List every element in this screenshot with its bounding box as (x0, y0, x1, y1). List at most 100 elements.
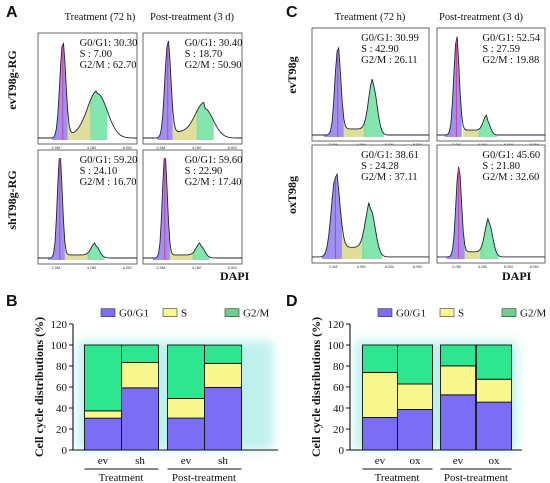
panel-b-letter: B (6, 293, 18, 310)
panel-a-s-phase-area (67, 97, 92, 140)
panel-d-y-tick-label: 100 (328, 340, 345, 352)
panel-d-x-tick-label: ox (489, 455, 501, 467)
panel-c-x-tick-label: 2.0M (452, 142, 461, 147)
panel-c-stat-s: S : 42.90 (361, 44, 399, 55)
panel-a-s-phase-area (64, 242, 91, 260)
panel-d-x-tick-label: ev (453, 455, 464, 467)
panel-a-stat-s: S : 18.70 (185, 49, 223, 60)
panel-c-s-phase-area (342, 226, 364, 259)
panel-c-histogram-curve (437, 36, 545, 136)
panel-b-y-tick-label: 100 (51, 340, 68, 352)
panel-c-x-tick-label: 4.0M (357, 142, 366, 147)
panel-d-y-tick-label: 20 (333, 424, 345, 436)
panel-d-group-label: Post-treatment (444, 472, 508, 483)
panel-c-histogram-curve (437, 166, 545, 258)
panel-a-x-tick-label: 6.0M (123, 145, 132, 150)
panel-d-y-tick-label: 40 (333, 403, 345, 415)
panel-a-col-header-2: Post-treatment (3 d) (150, 12, 234, 23)
panel-a-stat-s: S : 7.00 (80, 49, 112, 60)
panel-d-bar-ev-1-s (362, 371, 398, 418)
panel-c-stat-g0g1: G0/G1: 52.54 (482, 33, 541, 44)
panel-a-x-tick-label: 2.0M (51, 265, 60, 270)
panel-b-bar-sh-4-s (204, 362, 242, 388)
panel-a-x-tick-label: 4.0M (87, 265, 96, 270)
panel-a-stat-g0g1: G0/G1: 30.30 (80, 38, 138, 49)
panel-c-row-label-2: oxT98g (285, 176, 299, 214)
panel-a-stat-g2m: G2/M : 62.70 (80, 60, 137, 71)
panel-b-x-tick-label: ev (181, 455, 192, 467)
panel-b-y-axis-label: Cell cycle distributions (%) (32, 317, 46, 457)
panel-d-bar-ev-3-g2m (440, 344, 476, 367)
panel-b-y-tick-label: 120 (51, 319, 68, 331)
panel-a-stat-g0g1: G0/G1: 59.60 (185, 155, 243, 166)
panel-d-bar-ev-1-g0g1 (362, 417, 398, 451)
panel-a-g1-peak-area (52, 43, 68, 140)
panel-b-legend-label-3: G2/M (243, 308, 270, 320)
panel-a-stat-g0g1: G0/G1: 30.40 (185, 38, 243, 49)
panel-a: A Treatment (72 h) Post-treatment (3 d) … (5, 4, 250, 283)
panel-c-stat-g0g1: G0/G1: 45.60 (482, 150, 540, 161)
panel-b-bar-ev-3-g2m (167, 344, 205, 399)
panel-c-x-tick-label: 4.0M (478, 264, 487, 269)
panel-b-group-label: Treatment (99, 472, 144, 483)
panel-a-stat-g2m: G2/M : 50.90 (185, 60, 242, 71)
panel-d-legend-swatch-3 (501, 308, 517, 317)
panel-b-bar-sh-2-g2m (121, 344, 159, 363)
panel-a-histogram-curve (143, 40, 242, 139)
panel-d-x-tick-label: ev (375, 455, 386, 467)
panel-c-g1-peak-area (444, 36, 462, 138)
panel-a-x-tick-label: 6.0M (228, 265, 237, 270)
panel-b-bar-ev-1-g0g1 (84, 417, 122, 451)
panel-a-g1-peak-area (157, 41, 173, 140)
panel-c-g2-peak-area (363, 79, 384, 137)
panel-c-x-axis-label: DAPI (502, 269, 532, 283)
panel-a-x-tick-label: 4.0M (192, 145, 201, 150)
panel-b-group-label: Post-treatment (172, 472, 236, 483)
panel-c-stat-g2m: G2/M : 37.11 (361, 172, 418, 183)
panel-c-x-tick-label: 4.0M (478, 142, 487, 147)
panel-a-stat-g2m: G2/M : 16.70 (80, 177, 137, 188)
panel-c-s-phase-area (343, 118, 366, 137)
panel-c-x-tick-label: 2.0M (329, 264, 338, 269)
panel-c-s-phase-area (464, 240, 484, 259)
panel-c-x-tick-label: 8.0M (530, 142, 539, 147)
panel-a-x-tick-label: 2.0M (156, 145, 165, 150)
panel-c-x-tick-label: 2.0M (452, 264, 461, 269)
panel-b-legend-label-2: S (181, 308, 187, 320)
panel-b-bar-sh-2-s (121, 362, 159, 389)
panel-c-stat-s: S : 21.80 (482, 161, 520, 172)
panel-c-g2-peak-area (362, 202, 383, 259)
panel-b-legend-swatch-1 (100, 308, 116, 317)
panel-c-stat-g0g1: G0/G1: 38.61 (361, 150, 419, 161)
panel-c-row-label-1: evT98g (285, 56, 299, 93)
panel-d-y-tick-label: 60 (333, 382, 345, 394)
panel-d-x-tick-label: ox (410, 455, 422, 467)
panel-b-legend-label-1: G0/G1 (119, 308, 149, 320)
panel-a-g1-peak-area (47, 158, 65, 260)
panel-d-legend-label-1: G0/G1 (396, 308, 426, 320)
panel-c-stat-s: S : 27.59 (482, 44, 520, 55)
panel-b-bar-ev-3-g0g1 (167, 417, 205, 451)
panel-c-x-tick-label: 8.0M (530, 264, 539, 269)
panel-a-s-phase-area (172, 108, 199, 140)
panel-c-histogram-curve (312, 46, 429, 136)
panel-c-histogram-curve (312, 172, 429, 258)
panel-a-x-tick-label: 4.0M (192, 265, 201, 270)
panel-a-stat-s: S : 24.10 (80, 166, 118, 177)
panel-c-g1-peak-area (322, 174, 343, 259)
panel-d-bar-ev-3-s (440, 365, 476, 396)
panel-a-letter: A (6, 4, 18, 21)
panel-a-g1-peak-area (152, 158, 170, 260)
panel-a-x-tick-label: 2.0M (51, 145, 60, 150)
panel-c-col-header-2: Post-treatment (3 d) (439, 12, 523, 23)
panel-c-g2-peak-area (478, 115, 498, 137)
panel-d-y-tick-label: 80 (333, 361, 345, 373)
panel-a-x-axis-label: DAPI (220, 269, 250, 283)
panel-b-bar-sh-2-g0g1 (121, 387, 159, 451)
